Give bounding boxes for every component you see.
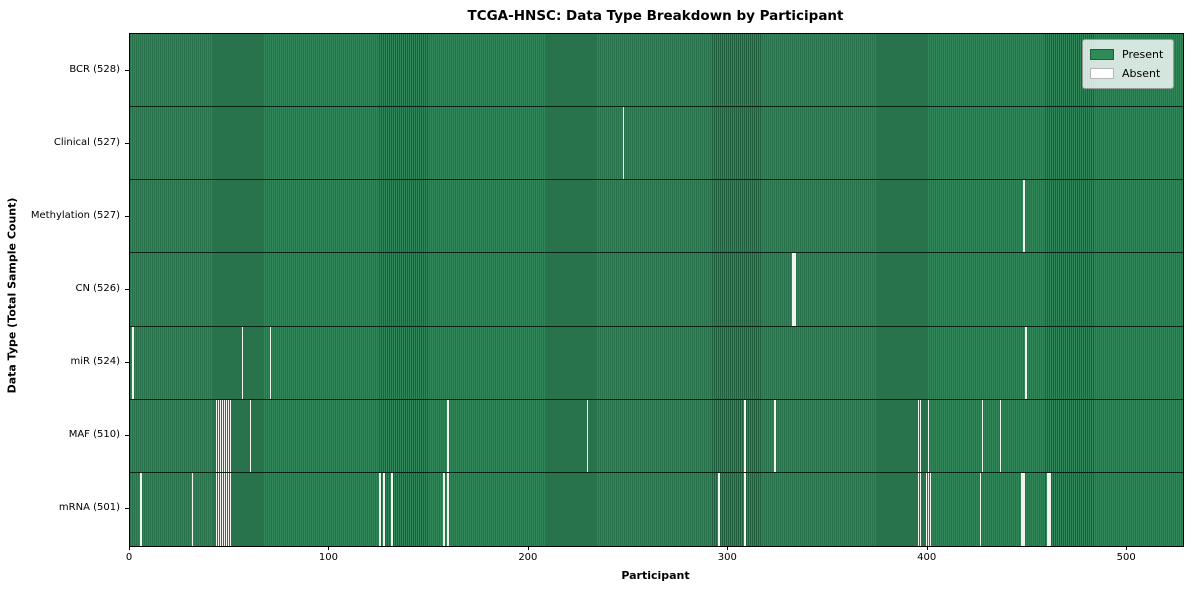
absent-stripe [622, 107, 625, 180]
absent-stripe [774, 399, 776, 472]
absent-stripe [1049, 472, 1051, 546]
absent-stripe [217, 472, 220, 546]
row-label-bcr: BCR (528) [69, 63, 120, 75]
x-tick-label: 100 [318, 552, 338, 563]
y-tick [125, 289, 129, 290]
absent-stripe [223, 472, 226, 546]
absent-stripe [1025, 326, 1028, 399]
absent-stripe [1047, 472, 1049, 546]
absent-stripe [241, 326, 244, 399]
x-tick-label: 300 [717, 552, 737, 563]
absent-stripe [219, 399, 222, 472]
absent-stripe [221, 472, 224, 546]
absent-stripe [1023, 180, 1026, 253]
absent-stripe [217, 399, 220, 472]
absent-stripe [917, 399, 920, 472]
absent-stripe [131, 326, 134, 399]
x-tick [926, 546, 928, 550]
chart-title: TCGA-HNSC: Data Type Breakdown by Partic… [467, 8, 844, 24]
absent-stripe [227, 472, 230, 546]
absent-stripe [443, 472, 445, 546]
absent-stripe [225, 399, 228, 472]
heatmap-row-bcr [130, 34, 1183, 108]
absent-swatch-icon [1090, 68, 1114, 79]
heatmap-row-mir [130, 326, 1183, 400]
absent-stripe [927, 472, 930, 546]
absent-stripe [792, 253, 794, 326]
row-label-cn: CN (526) [75, 283, 120, 294]
absent-stripe [1021, 472, 1024, 546]
legend: Present Absent [1082, 39, 1174, 89]
absent-stripe [794, 253, 796, 326]
legend-entry-present: Present [1090, 45, 1165, 64]
y-tick [125, 215, 129, 217]
row-label-mir: miR (524) [70, 356, 120, 368]
y-tick [125, 508, 129, 510]
absent-stripe [925, 472, 928, 546]
legend-label-absent: Absent [1122, 67, 1161, 80]
absent-stripe [927, 399, 930, 472]
absent-stripe [191, 472, 194, 546]
y-tick [125, 142, 129, 144]
absent-stripe [227, 399, 230, 472]
absent-stripe [219, 472, 222, 546]
heatmap-row-cn [130, 253, 1183, 327]
legend-label-present: Present [1122, 48, 1164, 61]
x-axis-label: Participant [621, 569, 690, 582]
heatmap-row-methylation [130, 180, 1183, 254]
absent-stripe [981, 399, 984, 472]
row-label-clinical: Clinical (527) [53, 136, 120, 148]
plot-area [129, 33, 1184, 547]
absent-stripe [249, 399, 252, 472]
absent-stripe [999, 399, 1002, 472]
absent-stripe [919, 399, 922, 472]
absent-stripe [391, 472, 393, 546]
absent-stripe [215, 472, 218, 546]
row-label-mrna: mRNA (501) [58, 502, 120, 514]
absent-stripe [1023, 472, 1026, 546]
absent-stripe [919, 472, 922, 546]
absent-stripe [383, 472, 385, 546]
absent-stripe [269, 326, 272, 399]
row-label-methylation: Methylation (527) [30, 209, 120, 221]
x-tick [527, 546, 529, 550]
absent-stripe [223, 399, 226, 472]
absent-stripe [979, 472, 982, 546]
x-tick [727, 546, 729, 550]
x-tick [1126, 546, 1128, 550]
row-label-maf: MAF (510) [68, 429, 120, 441]
heatmap-row-mrna [130, 472, 1183, 546]
absent-stripe [929, 472, 932, 546]
absent-stripe [379, 472, 381, 546]
absent-stripe [225, 472, 228, 546]
absent-stripe [447, 472, 449, 546]
y-tick [125, 362, 129, 364]
absent-stripe [586, 399, 589, 472]
absent-stripe [215, 399, 218, 472]
heatmap-row-maf [130, 399, 1183, 473]
legend-entry-absent: Absent [1090, 64, 1165, 83]
absent-stripe [229, 399, 232, 472]
x-tick [129, 546, 130, 550]
y-axis-label: Data Type (Total Sample Count) [5, 197, 19, 394]
absent-stripe [744, 472, 746, 546]
y-tick [125, 69, 129, 71]
heatmap-row-clinical [130, 107, 1183, 181]
x-tick-label: 0 [125, 552, 133, 563]
absent-stripe [917, 472, 920, 546]
x-tick-label: 200 [518, 552, 538, 563]
y-tick [125, 435, 129, 437]
absent-stripe [744, 399, 746, 472]
absent-stripe [139, 472, 142, 546]
absent-stripe [229, 472, 232, 546]
x-tick-label: 500 [1116, 552, 1136, 563]
absent-stripe [447, 399, 449, 472]
x-tick-label: 400 [917, 552, 937, 563]
present-swatch-icon [1090, 49, 1114, 60]
absent-stripe [718, 472, 720, 546]
x-tick [328, 546, 330, 550]
absent-stripe [221, 399, 224, 472]
